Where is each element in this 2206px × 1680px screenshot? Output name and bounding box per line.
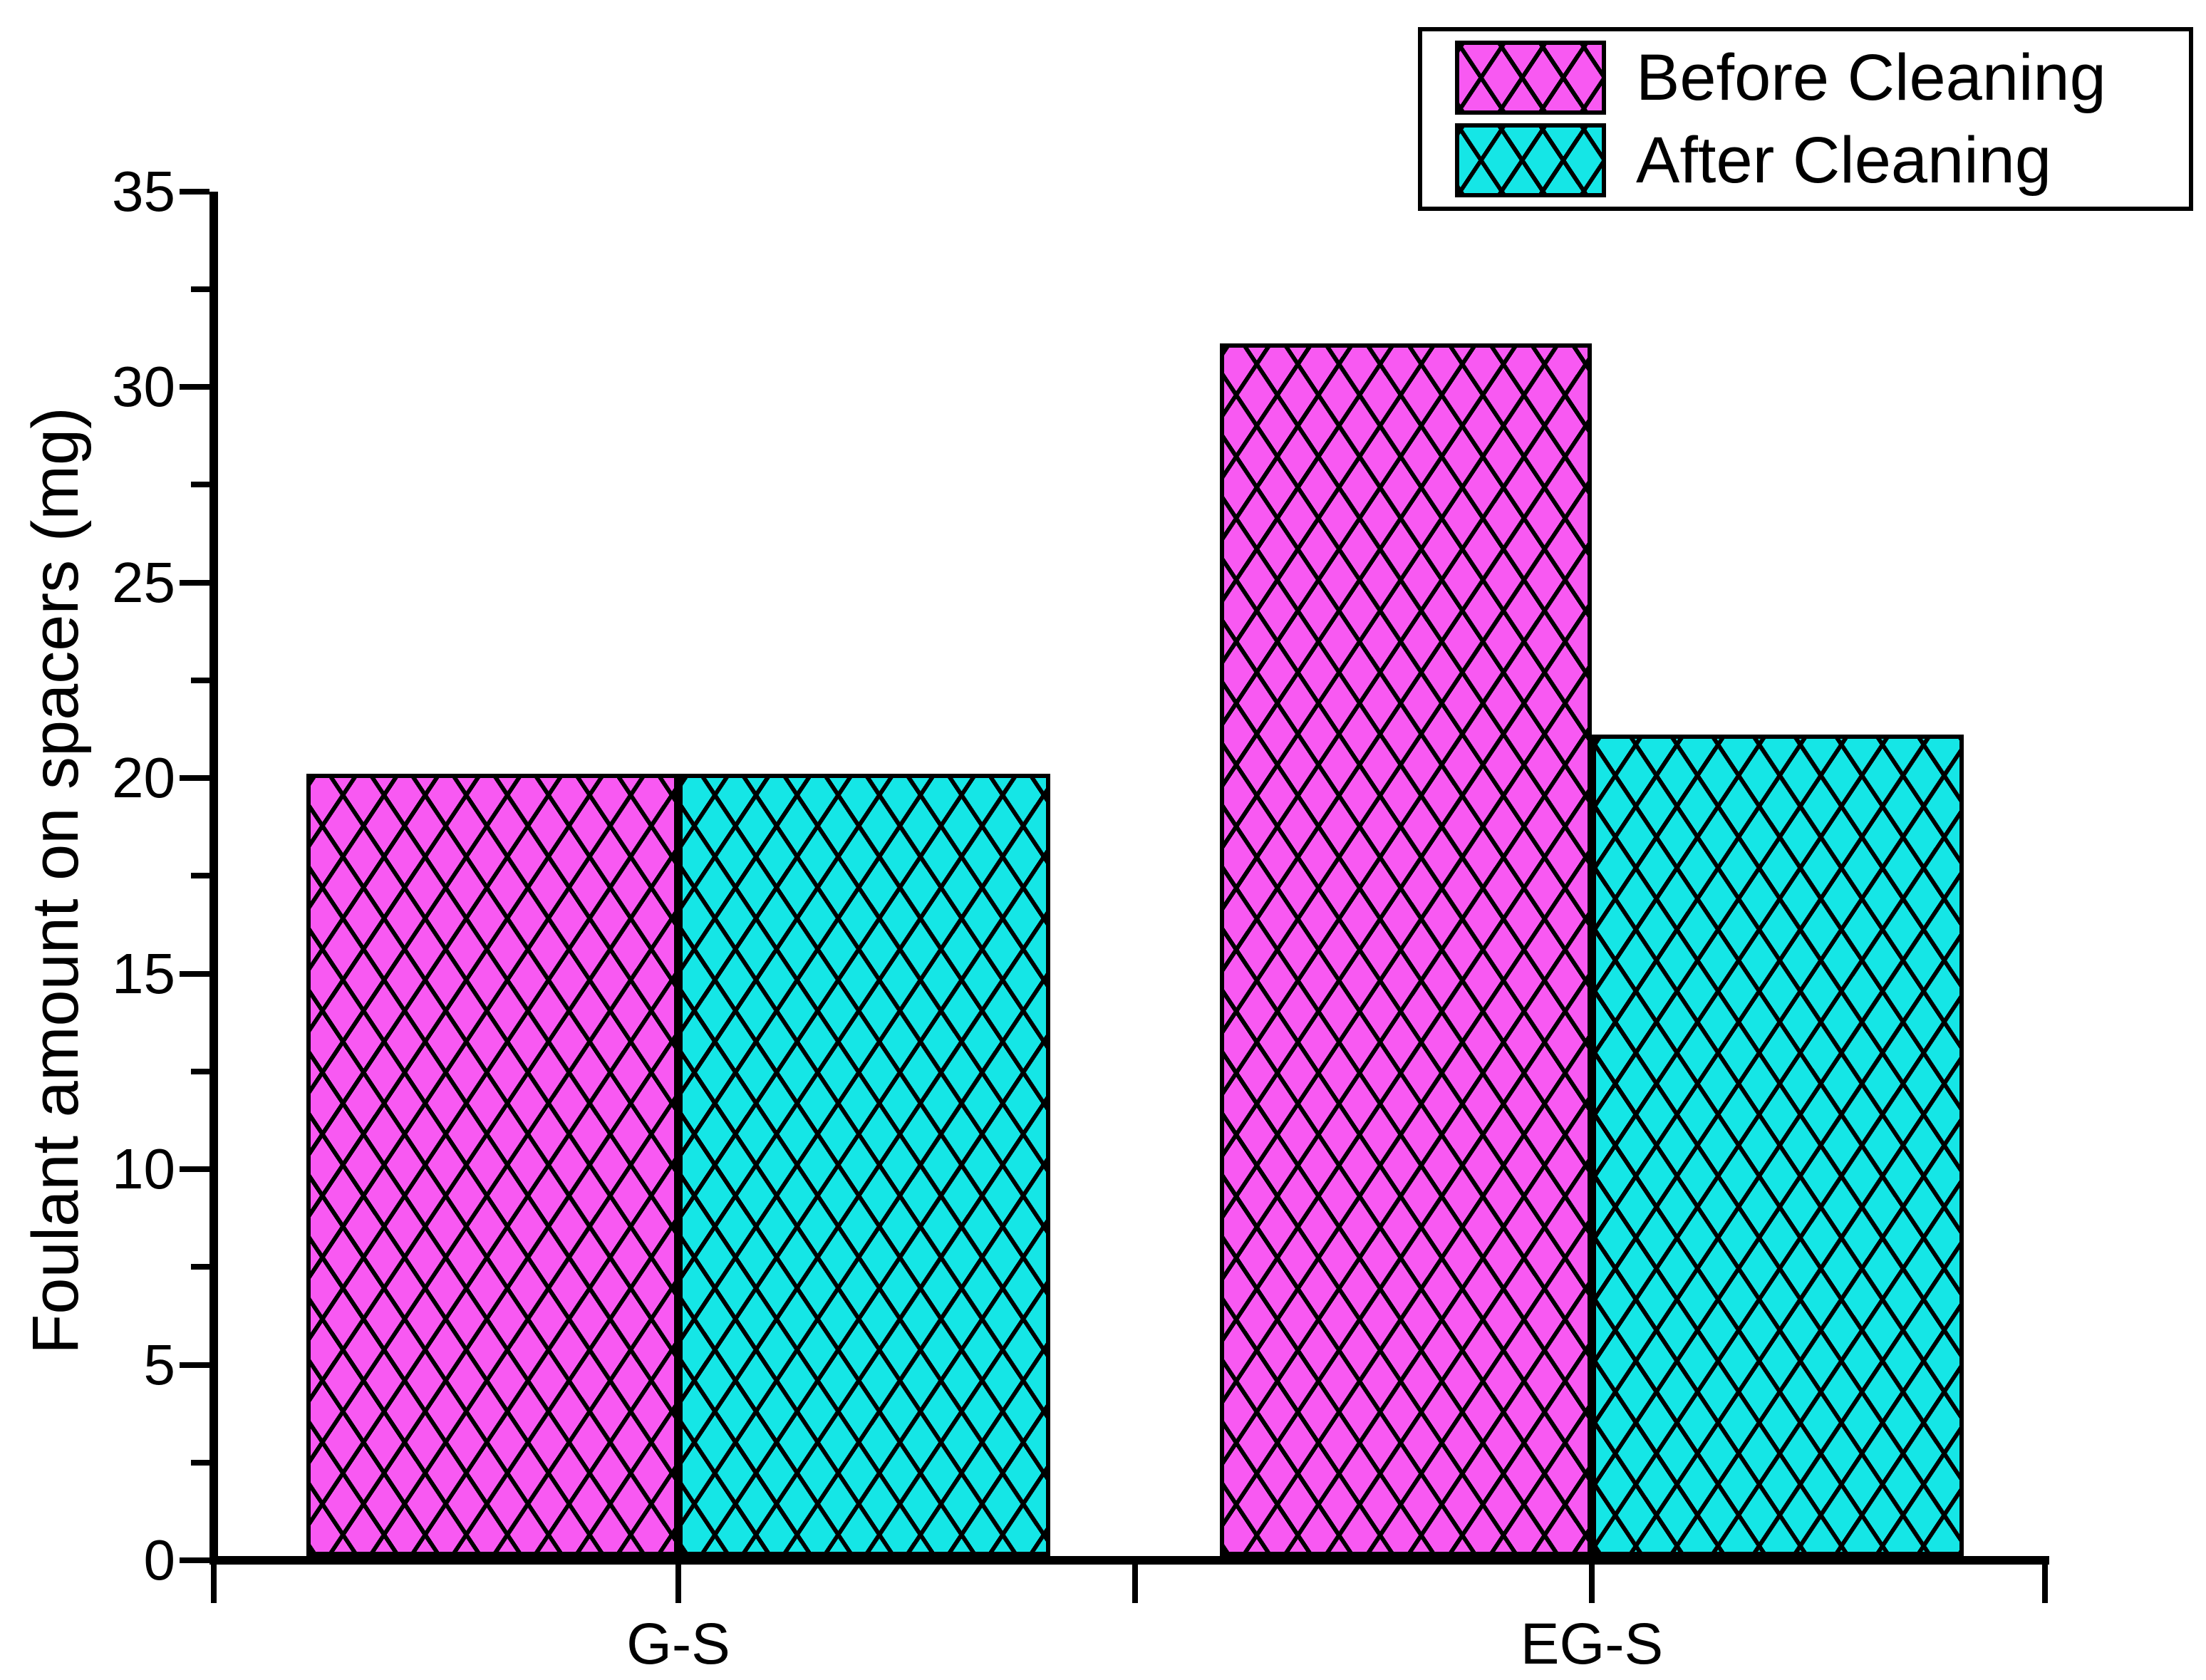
y-major-tick-10 bbox=[180, 1166, 209, 1172]
legend-label-after-cleaning: After Cleaning bbox=[1636, 124, 2051, 197]
legend-label-before-cleaning: Before Cleaning bbox=[1636, 41, 2106, 114]
legend-item-before-cleaning: Before Cleaning bbox=[1455, 40, 2189, 115]
y-major-tick-30 bbox=[180, 384, 209, 390]
x-category-label-EG-S: EG-S bbox=[1520, 1612, 1664, 1676]
bar-G-S-before-cleaning bbox=[306, 774, 678, 1556]
y-tick-label-25: 25 bbox=[112, 550, 175, 614]
y-minor-tick-27.5 bbox=[191, 482, 209, 488]
y-tick-label-15: 15 bbox=[112, 941, 175, 1005]
y-minor-tick-32.5 bbox=[191, 286, 209, 292]
y-major-tick-0 bbox=[180, 1557, 209, 1563]
y-tick-label-5: 5 bbox=[143, 1332, 176, 1396]
y-major-tick-5 bbox=[180, 1362, 209, 1368]
x-boundary-tick-1 bbox=[1132, 1562, 1138, 1603]
y-major-tick-25 bbox=[180, 579, 209, 586]
y-minor-tick-12.5 bbox=[191, 1068, 209, 1074]
y-major-tick-35 bbox=[180, 188, 209, 195]
y-axis-line bbox=[209, 192, 218, 1565]
x-category-tick-G-S bbox=[675, 1562, 681, 1603]
y-major-tick-15 bbox=[180, 970, 209, 977]
x-boundary-tick-2 bbox=[2042, 1562, 2048, 1603]
y-minor-tick-22.5 bbox=[191, 677, 209, 683]
y-tick-label-20: 20 bbox=[112, 746, 175, 809]
y-tick-label-10: 10 bbox=[112, 1137, 175, 1201]
bar-G-S-after-cleaning bbox=[678, 774, 1050, 1556]
x-category-tick-EG-S bbox=[1589, 1562, 1595, 1603]
y-minor-tick-7.5 bbox=[191, 1264, 209, 1270]
y-tick-label-35: 35 bbox=[112, 159, 175, 223]
bar-EG-S-after-cleaning bbox=[1592, 735, 1964, 1556]
y-tick-label-0: 0 bbox=[143, 1528, 176, 1592]
y-axis-title: Foulant amount on spacers (mg) bbox=[19, 407, 92, 1354]
x-boundary-tick-0 bbox=[211, 1562, 217, 1603]
legend-swatch-before-cleaning bbox=[1455, 40, 1606, 115]
y-minor-tick-17.5 bbox=[191, 873, 209, 879]
y-minor-tick-2.5 bbox=[191, 1459, 209, 1466]
bar-EG-S-before-cleaning bbox=[1220, 343, 1592, 1556]
y-tick-label-30: 30 bbox=[112, 355, 175, 418]
legend-swatch-after-cleaning bbox=[1455, 123, 1606, 198]
legend-item-after-cleaning: After Cleaning bbox=[1455, 123, 2189, 198]
x-axis-line bbox=[209, 1556, 2049, 1565]
x-category-label-G-S: G-S bbox=[626, 1612, 730, 1676]
y-major-tick-20 bbox=[180, 775, 209, 781]
legend: Before Cleaning After Cleaning bbox=[1418, 27, 2193, 211]
